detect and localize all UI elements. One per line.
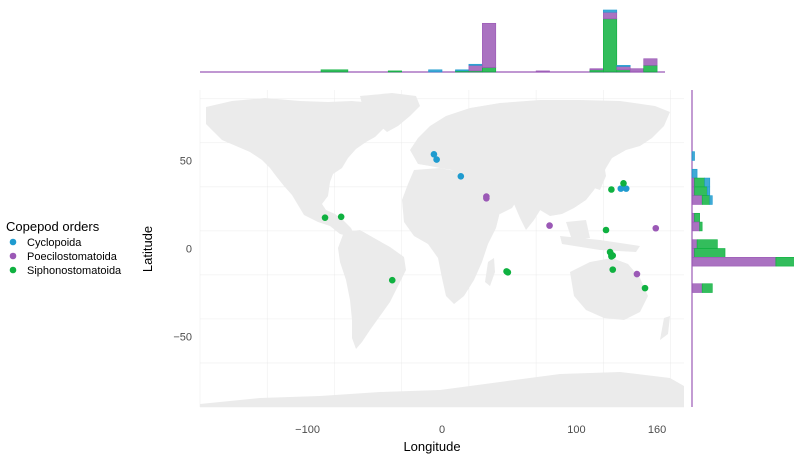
right-hist-bar-poecilostomatoida	[691, 212, 695, 223]
y-tick-label: −50	[173, 332, 192, 344]
x-tick-label: 160	[648, 424, 666, 436]
legend-label-siphonostomatoida: Siphonostomatoida	[27, 265, 122, 277]
right-hist-bar-poecilostomatoida	[691, 248, 695, 258]
top-histogram	[200, 9, 665, 73]
top-hist-bar-poecilostomatoida	[603, 11, 618, 20]
world-map	[200, 93, 684, 407]
land-greenland	[360, 93, 420, 132]
right-hist-bar-siphonostomatoida	[699, 221, 703, 232]
point-cyclopoida	[430, 150, 438, 158]
top-hist-bar-poecilostomatoida	[468, 65, 483, 72]
right-hist-bar-poecilostomatoida	[691, 186, 695, 196]
right-hist-bar-siphonostomatoida	[694, 186, 708, 196]
point-siphonostomatoida	[504, 268, 512, 276]
land-new-zealand	[660, 316, 670, 340]
right-hist-bar-cyclopoida	[704, 177, 711, 188]
land-north-america	[206, 98, 390, 238]
point-poecilostomatoida	[483, 195, 490, 202]
land-india	[514, 190, 544, 230]
top-hist-bar-siphonostomatoida	[616, 69, 631, 73]
legend-key-poecilostomatoida	[9, 252, 17, 260]
point-siphonostomatoida	[602, 226, 610, 234]
right-hist-bar-cyclopoida	[691, 151, 695, 161]
right-hist-bar-cyclopoida	[691, 168, 698, 179]
right-hist-bar-poecilostomatoida	[691, 221, 700, 232]
legend-title: Copepod orders	[6, 219, 100, 234]
top-hist-bar-siphonostomatoida	[387, 70, 402, 73]
x-tick-label: 0	[439, 424, 445, 436]
land-south-america	[338, 230, 406, 349]
land-antarctica	[200, 372, 684, 407]
right-hist-bar-siphonostomatoida	[701, 283, 713, 293]
point-poecilostomatoida	[633, 270, 641, 278]
right-hist-bar-siphonostomatoida	[775, 257, 794, 267]
land-eurasia	[410, 100, 670, 216]
top-hist-bar-cyclopoida	[603, 9, 618, 13]
top-hist-bar-siphonostomatoida	[589, 69, 604, 73]
scatter-points	[321, 150, 660, 292]
top-hist-bar-poecilostomatoida	[629, 68, 644, 73]
land-borneo	[566, 220, 590, 240]
point-poecilostomatoida	[652, 224, 660, 232]
point-siphonostomatoida	[608, 186, 615, 193]
y-axis-title: Latitude	[140, 226, 155, 272]
right-hist-bar-siphonostomatoida	[696, 239, 718, 249]
legend-label-cyclopoida: Cyclopoida	[27, 237, 82, 249]
top-hist-bar-siphonostomatoida	[603, 18, 618, 73]
point-siphonostomatoida	[620, 180, 627, 187]
point-cyclopoida	[617, 185, 625, 192]
right-hist-bar-poecilostomatoida	[691, 257, 777, 267]
legend-key-siphonostomatoida	[9, 266, 17, 274]
right-hist-bar-siphonostomatoida	[701, 195, 711, 205]
point-siphonostomatoida	[609, 252, 617, 259]
top-hist-bar-cyclopoida	[468, 63, 483, 66]
land-australia	[570, 258, 648, 320]
top-hist-bar-poecilostomatoida	[616, 66, 631, 71]
right-hist-bar-siphonostomatoida	[694, 212, 700, 223]
axis-ticks: −100 0 100 160 −50 0 50	[173, 155, 666, 436]
x-tick-label: 100	[567, 424, 585, 436]
y-tick-label: 0	[186, 244, 192, 256]
point-siphonostomatoida	[641, 284, 649, 292]
point-siphonostomatoida	[388, 276, 396, 284]
point-cyclopoida	[457, 172, 465, 180]
x-tick-label: −100	[295, 424, 320, 436]
top-hist-bar-cyclopoida	[455, 69, 470, 72]
legend: Copepod orders Cyclopoida Poecilostomatoi…	[6, 219, 122, 277]
right-hist-bar-cyclopoida	[709, 195, 713, 205]
top-hist-bar-poecilostomatoida	[643, 58, 658, 66]
y-tick-label: 50	[180, 155, 192, 167]
right-hist-bar-poecilostomatoida	[691, 239, 698, 249]
top-hist-bar-cyclopoida	[428, 69, 443, 73]
right-hist-bar-siphonostomatoida	[694, 248, 726, 258]
point-siphonostomatoida	[337, 213, 345, 221]
right-hist-bar-poecilostomatoida	[691, 195, 703, 205]
right-hist-bar-poecilostomatoida	[691, 283, 703, 293]
top-hist-bar-poecilostomatoida	[482, 22, 497, 68]
x-axis-title: Longitude	[403, 439, 460, 454]
right-histogram	[691, 90, 794, 407]
top-hist-bar-poecilostomatoida	[535, 70, 550, 73]
legend-label-poecilostomatoida: Poecilostomatoida	[27, 251, 118, 263]
point-siphonostomatoida	[609, 266, 617, 273]
point-cyclopoida	[622, 185, 630, 192]
top-hist-bar-siphonostomatoida	[482, 67, 497, 73]
right-hist-bar-siphonostomatoida	[694, 177, 706, 188]
right-hist-bar-cyclopoida	[706, 186, 711, 196]
top-hist-bar-siphonostomatoida	[643, 65, 658, 73]
top-hist-bar-poecilostomatoida	[589, 68, 604, 71]
point-cyclopoida	[433, 156, 440, 163]
top-hist-bar-cyclopoida	[616, 65, 631, 67]
land-japan	[594, 164, 606, 190]
top-hist-bar-siphonostomatoida	[320, 69, 349, 73]
legend-key-cyclopoida	[9, 238, 17, 246]
land-madagascar	[485, 258, 495, 286]
right-hist-bar-poecilostomatoida	[691, 177, 695, 188]
point-poecilostomatoida	[546, 222, 553, 229]
land-africa	[402, 168, 500, 304]
point-siphonostomatoida	[321, 214, 329, 221]
land-se-asia-islands	[560, 236, 640, 252]
